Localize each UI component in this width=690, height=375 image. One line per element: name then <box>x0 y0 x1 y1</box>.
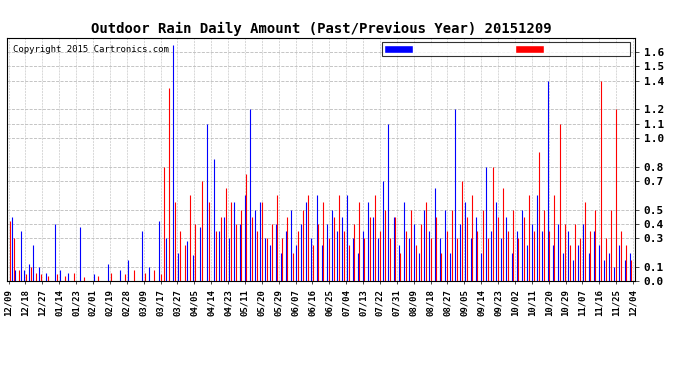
Legend: Previous (Inches), Past  (Inches): Previous (Inches), Past (Inches) <box>382 42 630 56</box>
Title: Outdoor Rain Daily Amount (Past/Previous Year) 20151209: Outdoor Rain Daily Amount (Past/Previous… <box>90 22 551 36</box>
Text: Copyright 2015 Cartronics.com: Copyright 2015 Cartronics.com <box>13 45 169 54</box>
